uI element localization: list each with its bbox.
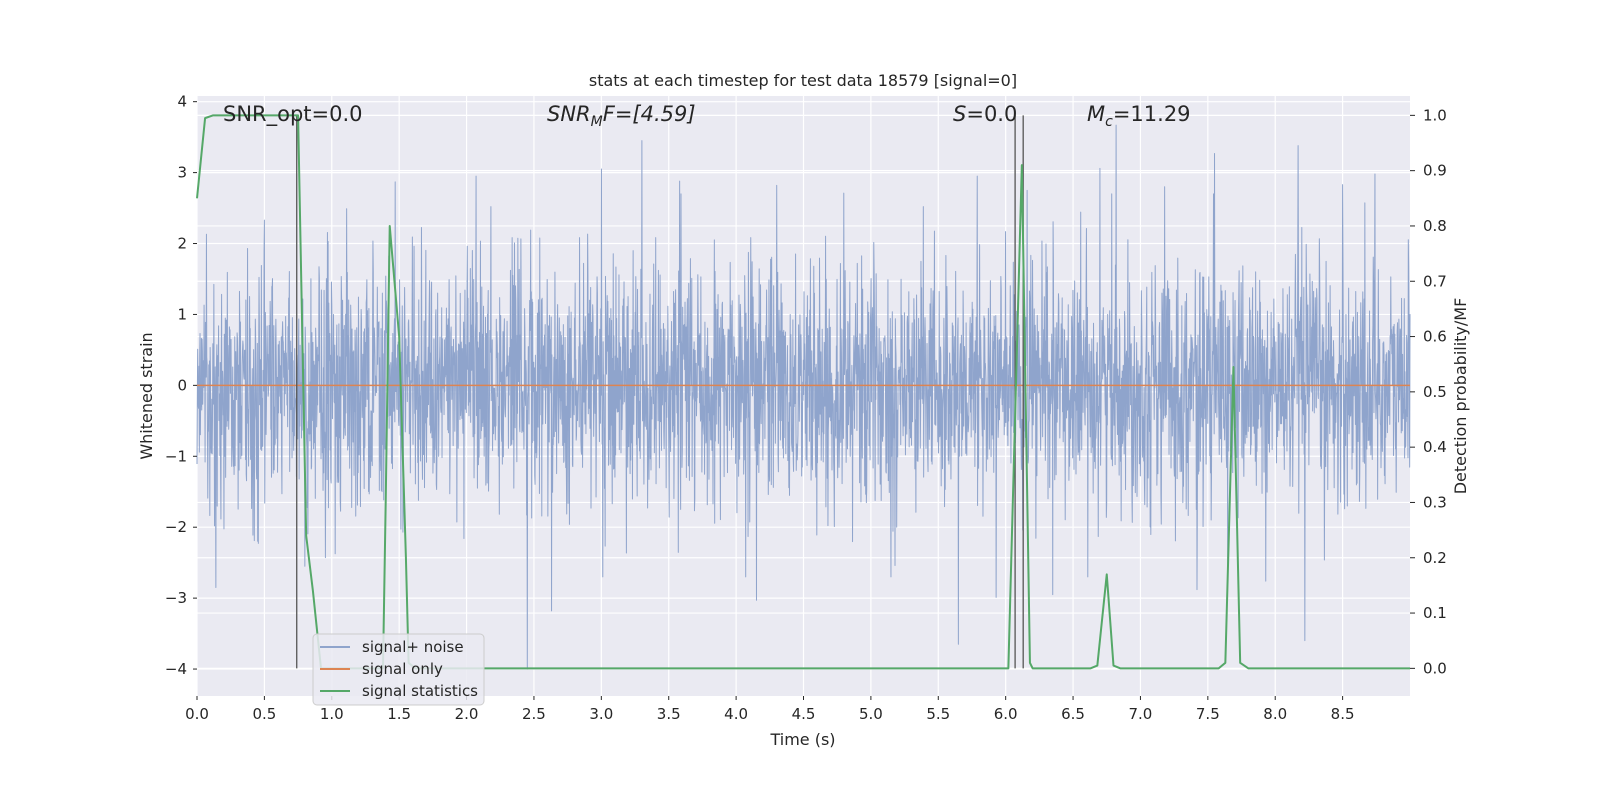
y-right-axis-label: Detection probability/MF xyxy=(1451,298,1470,495)
y-right-tick-label: 0.1 xyxy=(1423,604,1447,622)
y-left-tick-label: −4 xyxy=(165,660,187,678)
chart-title: stats at each timestep for test data 185… xyxy=(589,71,1017,90)
snr-opt-annotation: SNR_opt=0.0 xyxy=(223,102,363,127)
x-tick-label: 7.0 xyxy=(1129,705,1153,723)
x-tick-label: 4.0 xyxy=(724,705,748,723)
y-right-tick-label: 0.6 xyxy=(1423,328,1447,346)
y-right-tick-label: 0.3 xyxy=(1423,493,1447,511)
legend-label-statistics: signal statistics xyxy=(362,682,478,700)
x-tick-label: 3.0 xyxy=(589,705,613,723)
x-tick-label: 8.0 xyxy=(1263,705,1287,723)
mc-annotation: Mc=11.29 xyxy=(1087,102,1191,130)
x-tick-label: 1.0 xyxy=(320,705,344,723)
x-tick-label: 2.0 xyxy=(455,705,479,723)
x-axis-label: Time (s) xyxy=(769,730,835,749)
y-right-tick-label: 1.0 xyxy=(1423,106,1447,124)
x-tick-label: 5.0 xyxy=(859,705,883,723)
legend-label-signal: signal only xyxy=(362,660,443,678)
y-left-tick-label: −2 xyxy=(165,518,187,536)
y-right-axis-ticks: 1.0 0.9 0.8 0.7 0.6 0.5 0.4 0.3 0.2 0.1 0.0 xyxy=(1410,106,1447,677)
y-left-axis-label: Whitened strain xyxy=(137,332,156,459)
y-right-tick-label: 0.5 xyxy=(1423,383,1447,401)
y-right-tick-label: 0.8 xyxy=(1423,217,1447,235)
legend-label-noise: signal+ noise xyxy=(362,638,464,656)
x-tick-label: 7.5 xyxy=(1196,705,1220,723)
x-tick-label: 5.5 xyxy=(926,705,950,723)
y-left-tick-label: −3 xyxy=(165,589,187,607)
x-tick-label: 3.5 xyxy=(657,705,681,723)
y-right-tick-label: 0.9 xyxy=(1423,162,1447,180)
y-right-tick-label: 0.0 xyxy=(1423,659,1447,677)
y-left-axis-ticks: 4 3 2 1 0 −1 −2 −3 −4 xyxy=(165,93,197,678)
y-right-tick-label: 0.2 xyxy=(1423,549,1447,567)
x-tick-label: 1.5 xyxy=(387,705,411,723)
legend: signal+ noise signal only signal statist… xyxy=(312,633,485,706)
y-left-tick-label: 0 xyxy=(177,376,187,394)
signal-statistics-line xyxy=(196,114,1410,670)
legend-box xyxy=(312,633,485,706)
signal-noise-line xyxy=(196,124,1411,670)
x-tick-label: 8.5 xyxy=(1331,705,1355,723)
y-left-tick-label: 4 xyxy=(177,93,187,111)
signal-statistics-series xyxy=(196,114,1410,670)
y-left-tick-label: −1 xyxy=(165,447,187,465)
x-tick-label: 4.5 xyxy=(792,705,816,723)
x-tick-label: 6.5 xyxy=(1061,705,1085,723)
signal-noise-series xyxy=(196,124,1411,670)
s-annotation: S=0.0 xyxy=(953,102,1017,126)
y-left-tick-label: 1 xyxy=(177,305,187,323)
x-tick-label: 6.0 xyxy=(994,705,1018,723)
snr-mf-annotation: SNRMF=[4.59] xyxy=(547,102,696,130)
x-tick-label: 0.5 xyxy=(252,705,276,723)
x-tick-label: 2.5 xyxy=(522,705,546,723)
x-tick-label: 0.0 xyxy=(185,705,209,723)
y-right-tick-label: 0.7 xyxy=(1423,272,1447,290)
x-axis-ticks: 0.0 0.5 1.0 1.5 2.0 2.5 3.0 3.5 4.0 4.5 5.0 5.5 6.0 6… xyxy=(185,696,1355,723)
y-right-tick-label: 0.4 xyxy=(1423,438,1447,456)
y-left-tick-label: 2 xyxy=(177,235,187,253)
y-left-tick-label: 3 xyxy=(177,164,187,182)
